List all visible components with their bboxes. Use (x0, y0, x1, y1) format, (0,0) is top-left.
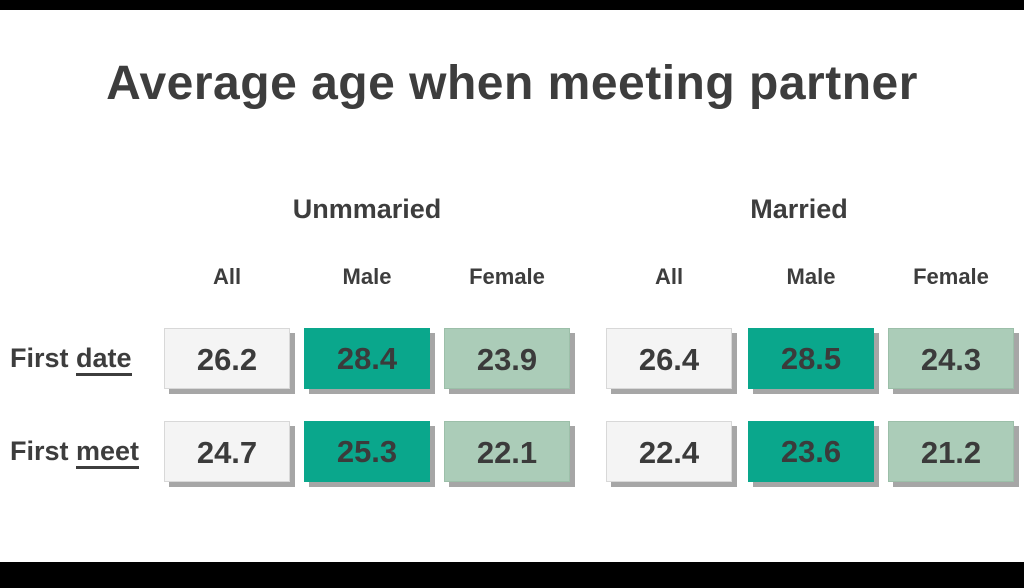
chart-title: Average age when meeting partner (106, 57, 918, 110)
value-cell-firstmeet-married-female: 21.2 (888, 421, 1014, 482)
column-header-married-male: Male (786, 264, 836, 289)
column-header-married-all: All (654, 264, 684, 289)
top-letterbox-bar (0, 0, 1024, 10)
row-label-prefix: First (10, 343, 77, 373)
column-header-married-female: Female (913, 264, 989, 289)
value-cell-firstdate-married-male: 28.5 (748, 328, 874, 389)
column-header-unmarried-all: All (212, 264, 242, 289)
value-cell-firstmeet-unmarried-all: 24.7 (164, 421, 290, 482)
value-cell-firstdate-unmarried-all: 26.2 (164, 328, 290, 389)
value-cell-firstmeet-unmarried-female: 22.1 (444, 421, 570, 482)
value-cell-firstmeet-married-male: 23.6 (748, 421, 874, 482)
value-cell-firstdate-married-female: 24.3 (888, 328, 1014, 389)
row-label-first-meet: First meet (10, 421, 160, 482)
value-cell-firstmeet-married-all: 22.4 (606, 421, 732, 482)
group-header-married: Married (750, 194, 848, 224)
value-cell-firstdate-unmarried-female: 23.9 (444, 328, 570, 389)
value-cell-firstdate-unmarried-male: 28.4 (304, 328, 430, 389)
group-header-unmarried: Unmmaried (292, 194, 442, 224)
bottom-letterbox-bar (0, 562, 1024, 588)
value-cell-firstdate-married-all: 26.4 (606, 328, 732, 389)
row-label-first-date: First date (10, 328, 160, 389)
column-header-unmarried-male: Male (342, 264, 392, 289)
row-label-prefix: First (10, 436, 77, 466)
row-label-underlined-word: date (76, 343, 132, 376)
value-cell-firstmeet-unmarried-male: 25.3 (304, 421, 430, 482)
row-label-underlined-word: meet (76, 436, 140, 469)
column-header-unmarried-female: Female (469, 264, 545, 289)
